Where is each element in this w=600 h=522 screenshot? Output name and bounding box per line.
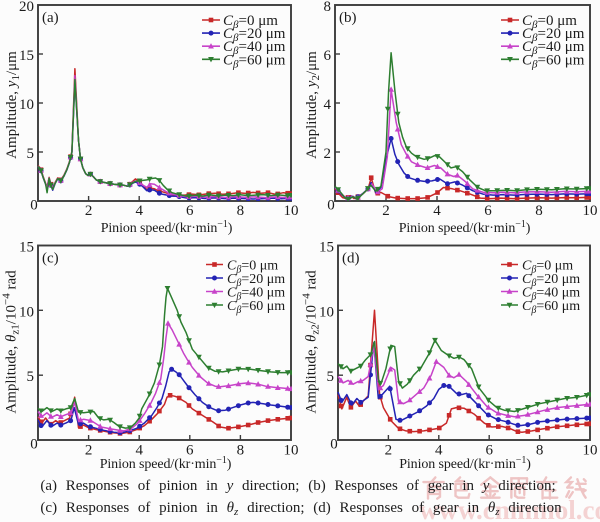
svg-text:Cβ=0 μm: Cβ=0 μm [522, 259, 573, 276]
svg-text:10: 10 [319, 304, 334, 320]
svg-text:Cβ=40 μm: Cβ=40 μm [522, 39, 585, 57]
svg-text:10: 10 [284, 443, 299, 459]
svg-text:(c): (c) [42, 251, 59, 267]
svg-text:Cβ=0 μm: Cβ=0 μm [223, 13, 278, 31]
svg-text:6: 6 [485, 443, 493, 459]
svg-text:Amplitude, θz2/10−4 rad: Amplitude, θz2/10−4 rad [301, 270, 322, 414]
svg-text:Cβ=0 μm: Cβ=0 μm [227, 259, 278, 276]
svg-text:Cβ=40 μm: Cβ=40 μm [227, 286, 285, 303]
svg-text:6: 6 [186, 203, 194, 219]
svg-text:0: 0 [330, 437, 338, 453]
svg-text:0: 0 [30, 437, 38, 453]
svg-text:2: 2 [324, 146, 332, 162]
svg-text:Cβ=20 μm: Cβ=20 μm [227, 272, 285, 289]
svg-text:8: 8 [536, 443, 544, 459]
svg-text:Cβ=40 μm: Cβ=40 μm [223, 39, 286, 57]
svg-text:Amplitude, y2/μm: Amplitude, y2/μm [304, 51, 322, 159]
svg-text:4: 4 [135, 203, 143, 219]
svg-text:4: 4 [135, 443, 143, 459]
svg-text:(a): (a) [42, 10, 59, 26]
svg-text:15: 15 [19, 48, 34, 64]
svg-text:10: 10 [19, 97, 34, 113]
svg-text:8: 8 [237, 203, 245, 219]
svg-text:Amplitude, y1/μm: Amplitude, y1/μm [4, 51, 22, 159]
svg-text:Cβ=20 μm: Cβ=20 μm [522, 272, 580, 289]
svg-text:(d): (d) [342, 251, 360, 267]
svg-text:15: 15 [19, 240, 34, 256]
svg-text:6: 6 [324, 48, 332, 64]
svg-text:2: 2 [85, 443, 93, 459]
svg-text:5: 5 [27, 146, 35, 162]
svg-text:Cβ=60 μm: Cβ=60 μm [522, 52, 585, 70]
svg-text:2: 2 [385, 443, 393, 459]
svg-text:6: 6 [484, 203, 492, 219]
svg-text:5: 5 [327, 369, 335, 385]
svg-text:(b): (b) [339, 10, 357, 26]
svg-text:Pinion speed/(kr·min−1): Pinion speed/(kr·min−1) [100, 455, 232, 472]
svg-text:(a) Responses of pinion in y d: (a) Responses of pinion in y direction; … [40, 478, 555, 494]
svg-text:10: 10 [284, 203, 299, 219]
svg-text:Amplitude, θz1/10−4 rad: Amplitude, θz1/10−4 rad [1, 270, 22, 414]
svg-text:Pinion speed/(kr·min−1): Pinion speed/(kr·min−1) [399, 455, 531, 472]
svg-text:4: 4 [435, 443, 443, 459]
svg-text:8: 8 [535, 203, 543, 219]
svg-text:Pinion speed/(kr·min−1): Pinion speed/(kr·min−1) [399, 219, 531, 236]
svg-text:6: 6 [186, 443, 194, 459]
svg-text:10: 10 [19, 304, 34, 320]
svg-text:Cβ=60 μm: Cβ=60 μm [522, 299, 580, 316]
svg-text:10: 10 [583, 203, 598, 219]
svg-text:www.cnmmol.com: www.cnmmol.com [419, 495, 600, 522]
svg-text:15: 15 [319, 240, 334, 256]
svg-text:2: 2 [85, 203, 93, 219]
svg-text:Cβ=60 μm: Cβ=60 μm [227, 299, 285, 316]
svg-text:0: 0 [327, 198, 335, 214]
svg-text:Pinion speed/(kr·min−1): Pinion speed/(kr·min−1) [101, 219, 233, 236]
svg-text:8: 8 [324, 0, 332, 15]
svg-text:Cβ=0 μm: Cβ=0 μm [522, 13, 577, 31]
svg-text:Cβ=60 μm: Cβ=60 μm [223, 52, 286, 70]
svg-text:2: 2 [382, 203, 390, 219]
svg-text:Cβ=20 μm: Cβ=20 μm [522, 26, 585, 44]
svg-text:4: 4 [433, 203, 441, 219]
svg-text:10: 10 [583, 443, 598, 459]
svg-text:5: 5 [27, 369, 35, 385]
svg-text:8: 8 [237, 443, 245, 459]
svg-text:20: 20 [19, 0, 34, 15]
svg-text:4: 4 [324, 97, 332, 113]
svg-text:0: 0 [30, 198, 38, 214]
svg-text:Cβ=40 μm: Cβ=40 μm [522, 286, 580, 303]
svg-text:(c) Responses of pinion in θz: (c) Responses of pinion in θz direction;… [40, 500, 562, 518]
svg-text:Cβ=20 μm: Cβ=20 μm [223, 26, 286, 44]
